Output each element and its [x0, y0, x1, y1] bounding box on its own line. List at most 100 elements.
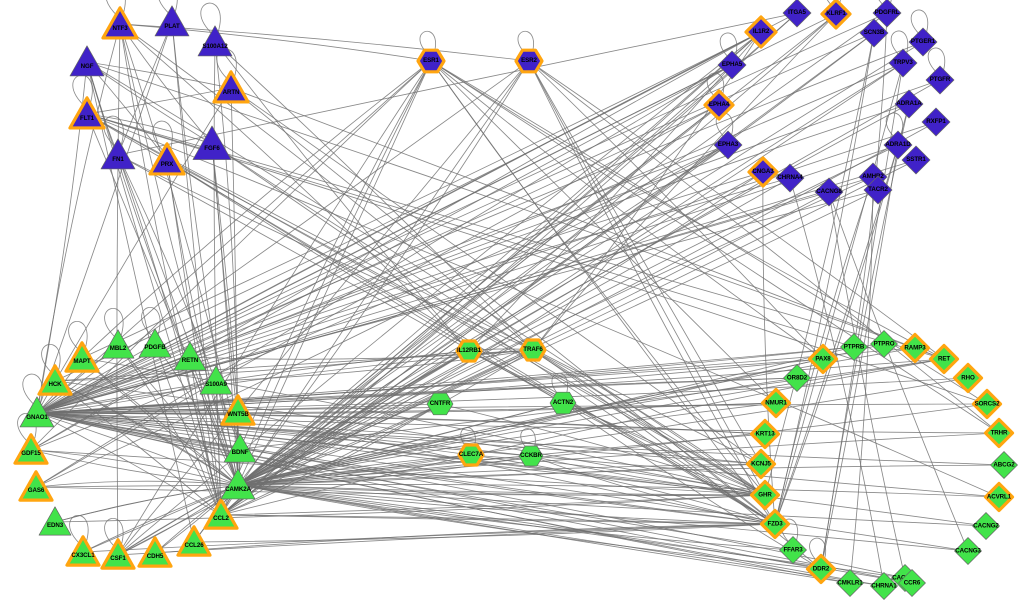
node-shape-triangle	[101, 329, 135, 359]
graph-node-cacng3[interactable]: CACNG3	[949, 532, 988, 571]
graph-node-clec7a[interactable]: CLEC7A	[453, 437, 489, 473]
node-shape-triangle	[68, 96, 106, 130]
node-shape-diamond	[749, 479, 781, 511]
graph-node-ngf[interactable]: NGF	[64, 39, 110, 85]
graph-node-cacng8[interactable]: CACNG8	[809, 172, 849, 212]
node-glyph	[220, 468, 256, 500]
graph-node-chrna1[interactable]: CHRNA1	[865, 567, 904, 600]
node-shape-diamond	[908, 27, 938, 57]
graph-node-prx[interactable]: PRX	[144, 137, 190, 183]
graph-node-epha3[interactable]: EPHA3	[708, 125, 748, 165]
graph-node-pax8[interactable]: PAX8	[804, 340, 843, 379]
node-shape-hexagon	[549, 391, 577, 415]
graph-node-ptgfr[interactable]: PTGFR	[920, 60, 960, 100]
node-shape-triangle	[203, 498, 239, 530]
node-glyph	[983, 481, 1015, 513]
graph-node-cnga3[interactable]: CNGA3	[743, 152, 783, 192]
graph-node-epha4[interactable]: EPHA4	[699, 85, 739, 125]
node-shape-diamond	[783, 364, 811, 392]
node-glyph	[954, 537, 982, 565]
graph-node-cdh5[interactable]: CDH5	[133, 531, 177, 575]
graph-node-sstr1[interactable]: SSTR1	[896, 140, 936, 180]
node-glyph	[921, 107, 951, 137]
node-shape-triangle	[18, 470, 54, 502]
node-glyph	[820, 0, 852, 30]
node-glyph	[952, 362, 984, 394]
node-shape-diamond	[990, 451, 1018, 479]
graph-node-il12rb1[interactable]: IL12RB1	[451, 333, 487, 369]
node-shape-hexagon	[416, 48, 446, 74]
node-glyph	[983, 417, 1015, 449]
node-glyph	[836, 569, 864, 597]
node-glyph	[870, 572, 898, 600]
node-shape-diamond	[898, 569, 926, 597]
graph-node-itga5[interactable]: ITGA5	[777, 0, 817, 33]
graph-node-fgf6[interactable]: FGF6	[187, 119, 237, 169]
node-glyph	[713, 130, 743, 160]
node-glyph	[908, 27, 938, 57]
node-glyph	[192, 125, 232, 160]
graph-node-flt1[interactable]: FLT1	[64, 91, 110, 137]
graph-node-plat[interactable]: PLAT	[149, 0, 195, 45]
graph-node-fn1[interactable]: FN1	[95, 132, 141, 178]
graph-node-klrf1[interactable]: KLRF1	[816, 0, 856, 34]
node-shape-hexagon	[455, 339, 483, 363]
node-shape-diamond	[703, 89, 735, 121]
node-glyph	[859, 18, 889, 48]
node-glyph	[972, 512, 1000, 540]
node-glyph	[197, 25, 233, 57]
node-shape-diamond	[952, 362, 984, 394]
node-shape-diamond	[814, 177, 844, 207]
node-shape-diamond	[775, 163, 805, 193]
node-glyph	[990, 451, 1018, 479]
graph-node-ptger1[interactable]: PTGER1	[903, 22, 943, 62]
node-glyph	[65, 535, 101, 567]
node-shape-diamond	[779, 536, 807, 564]
node-shape-diamond	[840, 333, 868, 361]
graph-node-bdnf[interactable]: BDNF	[218, 427, 262, 471]
node-glyph	[220, 394, 256, 426]
graph-node-esr2[interactable]: ESR2	[510, 42, 548, 80]
graph-node-epha5[interactable]: EPHA5	[712, 45, 752, 85]
graph-node-artn[interactable]: ARTN	[208, 65, 254, 111]
node-glyph	[13, 433, 49, 465]
graph-node-cckbr[interactable]: CCKBR	[513, 438, 549, 474]
node-glyph	[899, 332, 931, 364]
node-glyph	[68, 96, 106, 130]
node-glyph	[18, 470, 54, 502]
graph-node-traf6[interactable]: TRAF6	[515, 332, 551, 368]
node-shape-hexagon	[518, 445, 544, 467]
node-glyph	[872, 0, 902, 28]
node-glyph	[176, 525, 212, 557]
node-glyph	[69, 45, 105, 77]
node-shape-diamond	[883, 130, 913, 160]
node-shape-diamond	[782, 0, 812, 28]
graph-node-pdgfrl[interactable]: PDGFRL	[867, 0, 907, 33]
graph-node-rxfp1[interactable]: RXFP1	[916, 102, 956, 142]
node-shape-hexagon	[457, 443, 485, 467]
graph-node-wnt5b[interactable]: WNT5B	[216, 389, 260, 433]
node-shape-triangle	[65, 535, 101, 567]
graph-node-esr1[interactable]: ESR1	[412, 42, 450, 80]
node-shape-diamond	[859, 18, 889, 48]
graph-node-tacr2[interactable]: TACR2	[858, 170, 898, 210]
node-glyph	[212, 70, 250, 104]
node-glyph	[749, 418, 781, 450]
node-glyph	[518, 445, 544, 467]
node-glyph	[745, 448, 777, 480]
node-shape-triangle	[69, 45, 105, 77]
node-shape-diamond	[870, 572, 898, 600]
node-shape-diamond	[983, 417, 1015, 449]
node-glyph	[173, 341, 207, 371]
graph-node-cntfr[interactable]: CNTFR	[421, 385, 459, 423]
node-glyph	[223, 433, 257, 463]
graph-node-s100a12[interactable]: S100A12	[192, 19, 238, 65]
node-shape-triangle	[223, 433, 257, 463]
node-shape-triangle	[154, 5, 190, 37]
node-shape-diamond	[901, 145, 931, 175]
node-shape-diamond	[925, 65, 955, 95]
node-glyph	[38, 506, 72, 536]
graph-node-actn2[interactable]: ACTN2	[544, 384, 582, 422]
node-shape-diamond	[744, 15, 778, 49]
